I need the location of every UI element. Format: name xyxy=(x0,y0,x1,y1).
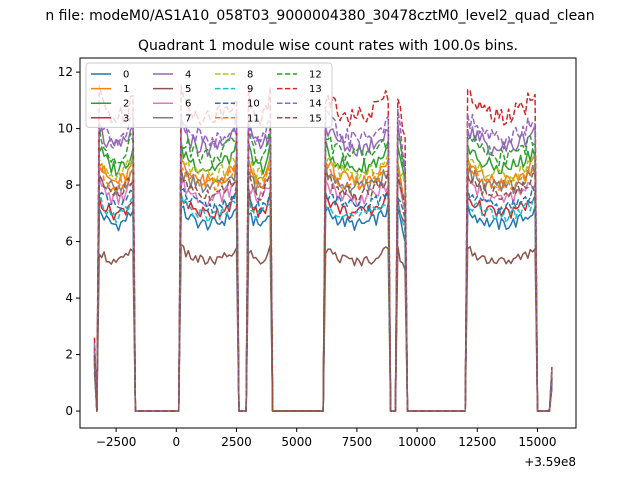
y-tick-label: 2 xyxy=(65,348,73,362)
x-tick-label: 7500 xyxy=(342,435,373,449)
legend-label-5: 5 xyxy=(185,84,191,95)
figure-suptitle: n file: modeM0/AS1A10_058T03_9000004380_… xyxy=(45,8,594,24)
legend-label-11: 11 xyxy=(247,113,260,124)
y-axis: 0 2 4 6 8 10 12 xyxy=(58,65,80,418)
y-tick-label: 0 xyxy=(65,404,73,418)
legend-label-14: 14 xyxy=(309,99,322,110)
y-tick-label: 10 xyxy=(58,122,73,136)
legend-label-3: 3 xyxy=(123,113,129,124)
x-offset-label: +3.59e8 xyxy=(524,455,576,469)
legend-label-13: 13 xyxy=(309,84,322,95)
x-tick-label: 10000 xyxy=(398,435,436,449)
y-tick-label: 12 xyxy=(58,65,73,79)
y-tick-label: 6 xyxy=(65,235,73,249)
chart-title: Quadrant 1 module wise count rates with … xyxy=(138,38,518,54)
axes-frame xyxy=(79,57,577,429)
x-tick-label: −2500 xyxy=(96,435,137,449)
x-axis: −2500 0 2500 5000 7500 10000 12500 15000 xyxy=(96,428,557,449)
legend-label-9: 9 xyxy=(247,84,253,95)
legend-label-12: 12 xyxy=(309,70,322,81)
x-tick-label: 2500 xyxy=(221,435,252,449)
x-tick-label: 5000 xyxy=(281,435,312,449)
legend-label-0: 0 xyxy=(123,70,129,81)
legend-label-2: 2 xyxy=(123,99,129,110)
legend-label-1: 1 xyxy=(123,84,129,95)
legend-label-7: 7 xyxy=(185,113,191,124)
x-tick-label: 0 xyxy=(172,435,180,449)
y-tick-label: 4 xyxy=(65,291,73,305)
legend-label-4: 4 xyxy=(185,70,191,81)
legend-frame xyxy=(85,62,333,128)
plot-area xyxy=(93,84,553,412)
legend-label-10: 10 xyxy=(247,99,260,110)
series-line-13 xyxy=(93,84,553,412)
series-line-15 xyxy=(93,169,553,412)
y-tick-label: 8 xyxy=(65,178,73,192)
legend-label-8: 8 xyxy=(247,70,253,81)
x-tick-label: 12500 xyxy=(458,435,496,449)
legend-label-15: 15 xyxy=(309,113,322,124)
x-tick-label: 15000 xyxy=(518,435,556,449)
legend-label-6: 6 xyxy=(185,99,191,110)
